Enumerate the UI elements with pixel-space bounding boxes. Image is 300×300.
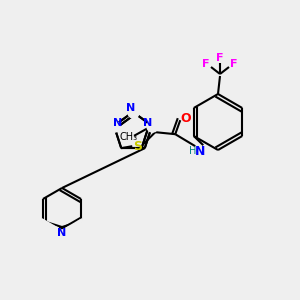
Text: F: F [230,59,238,69]
Text: N: N [126,103,136,113]
Text: N: N [143,118,153,128]
Text: F: F [216,53,224,63]
Text: N: N [195,145,206,158]
Text: H: H [189,146,196,156]
Text: O: O [180,112,190,125]
Text: N: N [113,118,123,128]
Text: CH₃: CH₃ [120,132,138,142]
Text: S: S [133,140,142,153]
Text: N: N [57,228,67,238]
Text: F: F [202,59,210,69]
